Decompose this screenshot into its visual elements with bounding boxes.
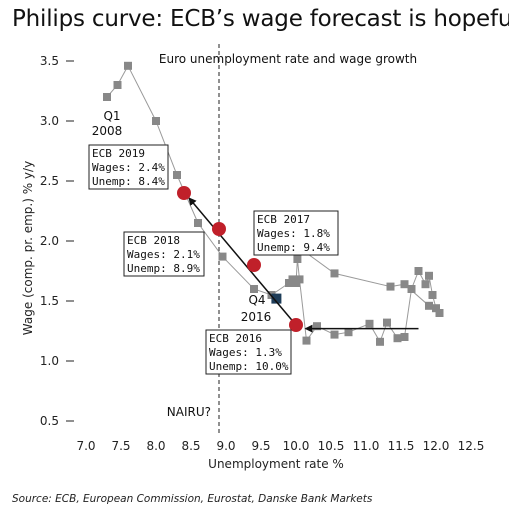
history-point <box>330 330 339 339</box>
x-tick-label: 11.5 <box>388 439 415 453</box>
q4-year-label: 2016 <box>241 310 272 324</box>
source-note: Source: ECB, European Commission, Eurost… <box>12 493 373 505</box>
history-point <box>302 336 311 345</box>
history-point <box>103 93 111 101</box>
history-point <box>400 333 409 341</box>
nairu-label: NAIRU? <box>167 405 211 419</box>
history-point <box>124 61 132 70</box>
history-point <box>218 252 227 261</box>
history-point <box>425 301 433 310</box>
annotation-box <box>205 329 292 375</box>
x-axis-title: Unemployment rate % <box>208 457 344 471</box>
inner-chart-title: Euro unemployment rate and wage growth <box>159 52 417 66</box>
box-title: ECB 2017 <box>257 213 310 226</box>
x-tick-label: 10.0 <box>283 439 310 453</box>
history-point <box>393 334 402 343</box>
box-wages: Wages: 2.4% <box>92 161 165 174</box>
x-tick-label: 12.0 <box>423 439 450 453</box>
box-title: ECB 2018 <box>127 234 180 247</box>
y-tick-label: 3.0 <box>40 114 59 128</box>
x-tick-label: 7.5 <box>111 439 130 453</box>
history-point <box>293 255 302 263</box>
history-point <box>435 309 444 317</box>
history-point <box>313 322 321 331</box>
history-point <box>344 328 353 337</box>
history-point <box>386 282 395 291</box>
q1-label: Q1 <box>103 109 120 123</box>
history-point <box>295 275 304 284</box>
x-tick-label: 9.5 <box>251 439 270 453</box>
history-point <box>250 285 258 293</box>
y-tick-label: 2.0 <box>40 234 59 248</box>
q4-label: Q4 <box>248 293 265 307</box>
x-tick-label: 12.5 <box>458 439 485 453</box>
box-wages: Wages: 2.1% <box>127 248 200 261</box>
y-tick-label: 1.0 <box>40 354 59 368</box>
history-point <box>113 81 122 89</box>
history-point <box>365 319 374 328</box>
forecast-point <box>212 222 226 236</box>
forecast-point <box>247 258 261 272</box>
x-tick-label: 11.0 <box>353 439 380 453</box>
x-tick-label: 10.5 <box>318 439 345 453</box>
y-tick-label: 2.5 <box>40 174 59 188</box>
x-tick-label: 8.0 <box>146 439 165 453</box>
history-point <box>194 219 202 227</box>
annotation-box <box>123 231 205 277</box>
history-point <box>425 271 433 280</box>
q4-2016-point <box>271 293 282 304</box>
history-point <box>330 269 339 278</box>
history-point <box>432 304 440 313</box>
chart-marks <box>103 61 444 346</box>
forecast-arrow <box>188 197 297 326</box>
y-tick-label: 3.5 <box>40 54 59 68</box>
history-point <box>421 280 430 289</box>
history-point <box>428 291 437 299</box>
chart-title: Philips curve: ECB’s wage forecast is ho… <box>12 6 509 32</box>
box-title: ECB 2016 <box>209 332 262 345</box>
forecast-point <box>289 318 303 332</box>
forecast-point <box>177 186 191 200</box>
box-wages: Wages: 1.8% <box>257 227 330 240</box>
history-point <box>400 280 409 289</box>
history-point <box>376 337 384 346</box>
history-point <box>383 318 391 327</box>
annotation-box <box>253 210 339 256</box>
history-point <box>407 285 416 293</box>
history-point <box>152 117 160 125</box>
x-tick-label: 7.0 <box>76 439 95 453</box>
annotation-box <box>88 144 169 190</box>
history-point <box>414 267 423 275</box>
history-point <box>173 171 181 179</box>
y-tick-label: 1.5 <box>40 294 59 308</box>
q1-year-label: 2008 <box>92 124 123 138</box>
box-unemp: Unemp: 8.4% <box>92 175 165 188</box>
y-axis-title: Wage (comp. pr. emp.) % y/y <box>21 161 35 335</box>
x-tick-label: 9.0 <box>216 439 235 453</box>
box-unemp: Unemp: 9.4% <box>257 241 330 254</box>
y-tick-label: 0.5 <box>40 414 59 428</box>
box-unemp: Unemp: 10.0% <box>209 360 289 373</box>
box-title: ECB 2019 <box>92 147 145 160</box>
box-unemp: Unemp: 8.9% <box>127 262 200 275</box>
x-tick-label: 8.5 <box>181 439 200 453</box>
axes: 7.0 7.5 8.0 8.5 9.0 9.5 10.0 10.5 11.0 11.5 12.0 12… <box>21 44 484 471</box>
box-wages: Wages: 1.3% <box>209 346 282 359</box>
